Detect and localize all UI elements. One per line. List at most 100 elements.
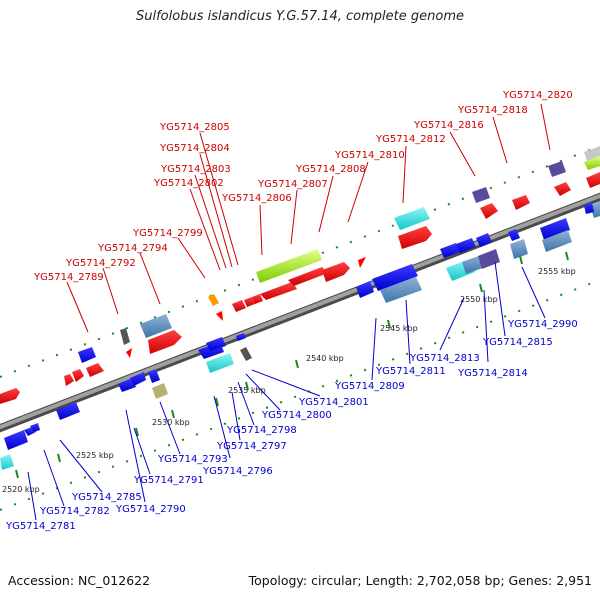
gene-feature <box>322 262 350 282</box>
forward-strand-features <box>0 146 600 404</box>
gene-feature <box>540 218 570 240</box>
top-gene-label: YG5714_2794 <box>97 243 168 254</box>
gene-feature <box>206 353 234 373</box>
gene-feature <box>30 423 40 432</box>
top-gene-label: YG5714_2820 <box>502 90 573 101</box>
gene-feature <box>472 187 490 203</box>
bottom-gene-label: YG5714_2785 <box>71 492 142 503</box>
bottom-gene-label: YG5714_2796 <box>202 466 273 477</box>
gene-feature <box>510 239 528 259</box>
position-label: 2550 kbp <box>460 295 498 304</box>
gene-feature <box>236 333 246 341</box>
genome-summary-text: Topology: circular; Length: 2,702,058 bp… <box>248 573 592 588</box>
gene-feature <box>356 281 374 298</box>
top-gene-label: YG5714_2806 <box>221 193 292 204</box>
gene-feature <box>152 383 168 399</box>
position-label: 2525 kbp <box>76 451 114 460</box>
gene-feature <box>358 257 366 268</box>
gene-feature <box>0 454 14 470</box>
bottom-gene-label: YG5714_2809 <box>334 381 405 392</box>
top-gene-label: YG5714_2799 <box>132 228 203 239</box>
gene-feature <box>232 300 246 312</box>
gene-feature <box>4 430 28 450</box>
bottom-gene-label: YG5714_2815 <box>482 337 553 348</box>
position-label: 2555 kbp <box>538 267 576 276</box>
gene-feature <box>394 207 430 230</box>
top-gene-label: YG5714_2816 <box>413 120 484 131</box>
gene-feature <box>140 314 172 338</box>
top-gene-label: YG5714_2812 <box>375 134 446 145</box>
position-label: 2540 kbp <box>306 354 344 363</box>
bottom-gene-label: YG5714_2793 <box>157 454 228 465</box>
gene-feature <box>440 243 460 258</box>
top-gene-label: YG5714_2808 <box>295 164 366 175</box>
bottom-gene-label: YG5714_2801 <box>298 397 369 408</box>
top-gene-label: YG5714_2805 <box>159 122 230 133</box>
bottom-gene-label: YG5714_2798 <box>226 425 297 436</box>
gene-feature <box>372 264 418 291</box>
tick-marks <box>15 251 569 479</box>
gene-feature <box>554 182 571 196</box>
bottom-gene-label: YG5714_2800 <box>261 410 332 421</box>
top-gene-label: YG5714_2804 <box>159 143 230 154</box>
top-gene-label: YG5714_2807 <box>257 179 328 190</box>
gene-feature <box>148 330 182 354</box>
map-title: Sulfolobus islandicus Y.G.57.14, complet… <box>136 9 464 24</box>
bottom-gene-label: YG5714_2781 <box>5 521 76 532</box>
gene-feature <box>120 328 130 345</box>
top-gene-labels: YG5714_2820 YG5714_2818 YG5714_2816 YG5714_… <box>33 90 573 283</box>
gene-feature <box>72 369 84 382</box>
gene-feature <box>478 249 500 269</box>
gene-feature <box>586 172 600 188</box>
gene-feature <box>398 226 432 249</box>
bottom-leader-lines <box>27 261 546 521</box>
gene-feature <box>126 348 132 358</box>
bottom-gene-label: YG5714_2814 <box>457 368 528 379</box>
gene-feature <box>206 337 226 351</box>
bottom-gene-label: YG5714_2797 <box>216 441 287 452</box>
gene-feature <box>476 233 492 247</box>
accession-text: Accession: NC_012622 <box>8 573 151 588</box>
top-gene-label: YG5714_2810 <box>334 150 405 161</box>
bottom-gene-label: YG5714_2791 <box>133 475 204 486</box>
gene-feature <box>118 378 136 392</box>
position-labels: 2520 kbp 2525 kbp 2530 kbp 2535 kbp 2540 kbp… <box>2 267 576 494</box>
gene-feature <box>508 229 520 241</box>
gene-feature <box>512 195 530 210</box>
gene-feature <box>548 161 566 177</box>
position-label: 2535 kbp <box>228 386 266 395</box>
reverse-strand-features <box>0 333 252 470</box>
top-leader-lines <box>66 103 551 333</box>
gene-feature <box>256 249 322 283</box>
gene-feature <box>56 402 80 420</box>
gene-feature <box>208 294 219 306</box>
gene-feature <box>542 230 572 252</box>
genome-backbone <box>0 192 600 433</box>
top-gene-label: YG5714_2802 <box>153 178 224 189</box>
bottom-gene-labels: YG5714_2990 YG5714_2815 YG5714_2814 YG5714_… <box>5 319 578 532</box>
gene-feature <box>86 363 104 377</box>
position-label: 2520 kbp <box>2 485 40 494</box>
gene-feature <box>64 374 74 386</box>
bottom-gene-label: YG5714_2782 <box>39 506 110 517</box>
bottom-gene-label: YG5714_2813 <box>409 353 480 364</box>
gene-feature <box>0 388 20 404</box>
gene-feature <box>216 311 223 321</box>
top-gene-label: YG5714_2789 <box>33 272 104 283</box>
gene-feature <box>380 277 422 303</box>
gene-feature <box>584 156 600 170</box>
top-gene-label: YG5714_2803 <box>160 164 231 175</box>
gene-feature <box>148 369 160 383</box>
position-label: 2530 kbp <box>152 418 190 427</box>
position-label: 2545 kbp <box>380 324 418 333</box>
gene-feature <box>252 294 263 304</box>
gene-feature <box>288 267 328 286</box>
gene-feature <box>480 203 498 219</box>
gene-feature <box>240 347 252 361</box>
gene-feature <box>260 282 297 300</box>
bottom-gene-label: YG5714_2790 <box>115 504 186 515</box>
gene-feature <box>130 372 146 386</box>
top-gene-label: YG5714_2792 <box>65 258 136 269</box>
gene-feature <box>584 202 594 214</box>
